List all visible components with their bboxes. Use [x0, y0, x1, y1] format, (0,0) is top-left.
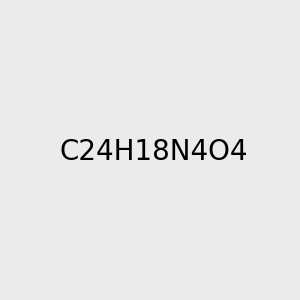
Text: C24H18N4O4: C24H18N4O4 — [59, 137, 248, 166]
